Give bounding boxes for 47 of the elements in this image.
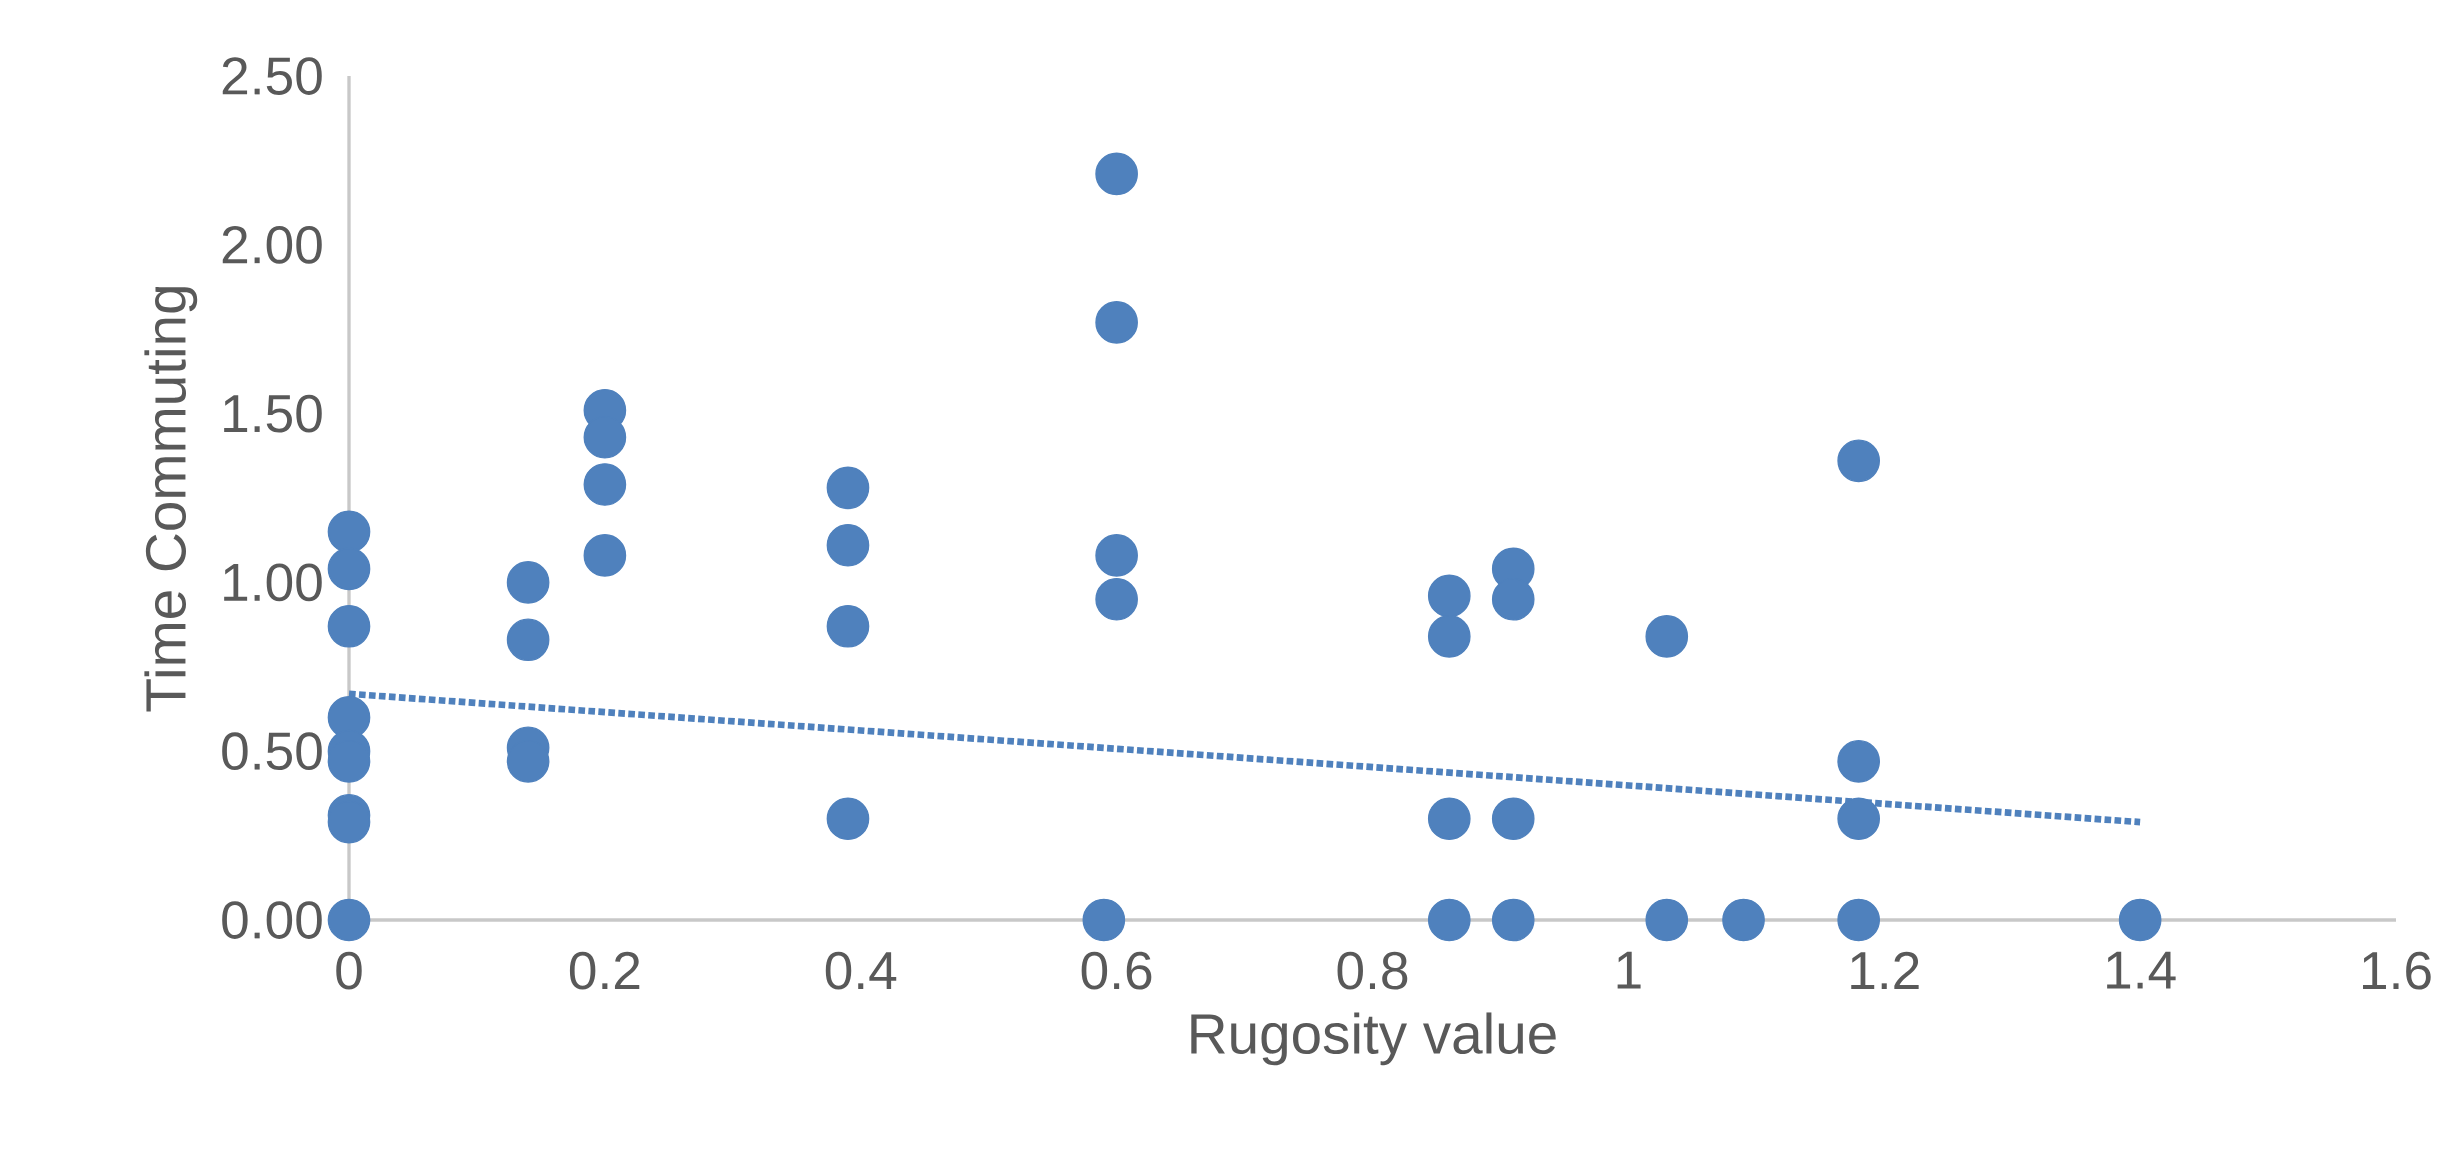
x-tick-label: 1.2 — [1851, 951, 1919, 990]
x-tick-label: 1.6 — [2363, 951, 2431, 990]
point — [1491, 898, 1535, 942]
point — [1722, 898, 1765, 942]
x-axis-title: Rugosity value — [1191, 1012, 1556, 1066]
point — [1837, 797, 1881, 841]
point — [1837, 740, 1881, 783]
point — [1427, 797, 1471, 841]
point — [583, 534, 627, 577]
point — [1095, 301, 1138, 344]
x-tick-label: 0.2 — [569, 951, 640, 990]
point — [826, 604, 870, 648]
x-tick-label: 0.6 — [1081, 951, 1152, 990]
point — [2118, 898, 2162, 942]
point — [1837, 898, 1881, 942]
y-tick-label: 2.00 — [222, 225, 322, 264]
point — [1645, 615, 1689, 658]
y-tick-label: 2.50 — [222, 57, 322, 95]
point — [1837, 439, 1881, 483]
x-tick-label: 0.8 — [1337, 951, 1408, 990]
point — [1427, 615, 1471, 658]
point — [327, 604, 371, 648]
y-tick-label: 1.50 — [224, 394, 322, 433]
point — [1491, 797, 1535, 841]
x-tick-label: 1.4 — [2107, 951, 2176, 989]
y-tick-label: 0.50 — [222, 732, 322, 771]
point — [583, 463, 627, 506]
point — [826, 466, 870, 510]
point — [506, 561, 550, 604]
point — [327, 547, 371, 591]
point — [1095, 534, 1138, 577]
x-tick-label: 0 — [336, 951, 362, 990]
y-tick-label: 1.00 — [224, 563, 322, 602]
y-tick-label: 0.00 — [222, 901, 322, 939]
y-axis-title: Time Commuting — [144, 287, 198, 712]
point — [1095, 152, 1138, 196]
point — [327, 898, 371, 942]
x-tick-label: 1 — [1617, 951, 1641, 989]
x-tick-label: 0.4 — [825, 951, 897, 990]
point — [1427, 898, 1471, 942]
point — [1645, 898, 1689, 942]
point — [1095, 577, 1138, 621]
point — [826, 523, 870, 567]
point — [1082, 898, 1126, 942]
point — [1427, 574, 1471, 618]
point — [506, 618, 550, 662]
point — [826, 797, 870, 841]
